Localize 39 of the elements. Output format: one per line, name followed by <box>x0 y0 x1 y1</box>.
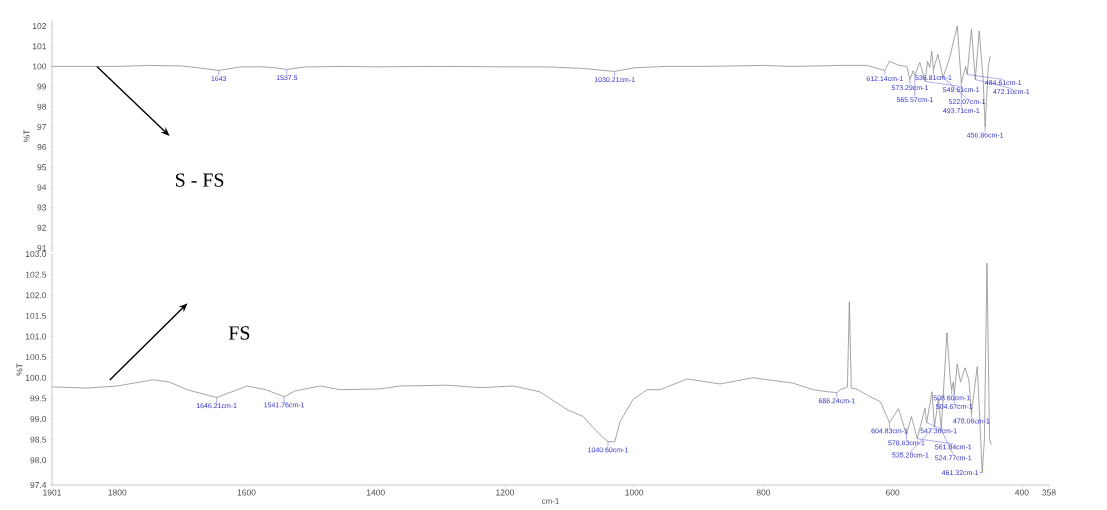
y-tick-label: 95 <box>37 164 47 171</box>
y-tick-label: 99.0 <box>30 416 47 422</box>
y-tick-label: 98.5 <box>30 436 47 443</box>
y-tick-label: 92 <box>37 224 47 231</box>
y-tick-label: 103.0 <box>25 251 47 257</box>
y-axis-title: %T <box>16 363 23 376</box>
text: FS <box>228 326 250 340</box>
y-tick-label: 101.5 <box>25 312 47 319</box>
y-tick-label: 101 <box>32 43 47 50</box>
y-tick-label: 102 <box>32 23 47 30</box>
y-tick-label: 98.0 <box>30 457 47 464</box>
y-tick-label: 93 <box>37 204 47 211</box>
y-axis-title: %T <box>23 129 30 143</box>
y-tick-label: 101.0 <box>25 333 47 340</box>
text: S - FS <box>176 173 224 187</box>
y-tick-label: 96 <box>37 144 47 151</box>
y-tick-label: 99.5 <box>30 395 47 402</box>
y-tick-label: 97 <box>37 123 47 130</box>
x-tick-label: 1600 <box>237 489 256 496</box>
y-tick-label: 98 <box>37 103 47 110</box>
x-tick-label: 400 <box>1015 489 1029 496</box>
x-tick-label: 1800 <box>108 489 127 496</box>
x-tick-label: 1901 <box>43 489 61 496</box>
y-tick-label: 102.0 <box>25 292 47 299</box>
y-tick-label: 100 <box>32 63 47 70</box>
y-tick-label: 91 <box>37 244 47 251</box>
y-tick-label: 102.5 <box>25 271 47 278</box>
x-tick-label: 1000 <box>625 489 644 496</box>
x-tick-label: 600 <box>886 489 900 496</box>
y-tick-label: 97.4 <box>30 482 47 488</box>
y-tick-label: 100.0 <box>25 374 47 381</box>
x-tick-label: 358 <box>1042 489 1056 496</box>
y-tick-label: 99 <box>37 83 47 90</box>
x-tick-label: 1400 <box>366 489 385 496</box>
y-tick-label: 94 <box>37 184 47 191</box>
x-tick-label: 800 <box>756 489 771 496</box>
y-tick-label: 100.5 <box>25 354 47 361</box>
x-tick-label: 1200 <box>496 489 515 496</box>
line-series <box>51 262 992 473</box>
